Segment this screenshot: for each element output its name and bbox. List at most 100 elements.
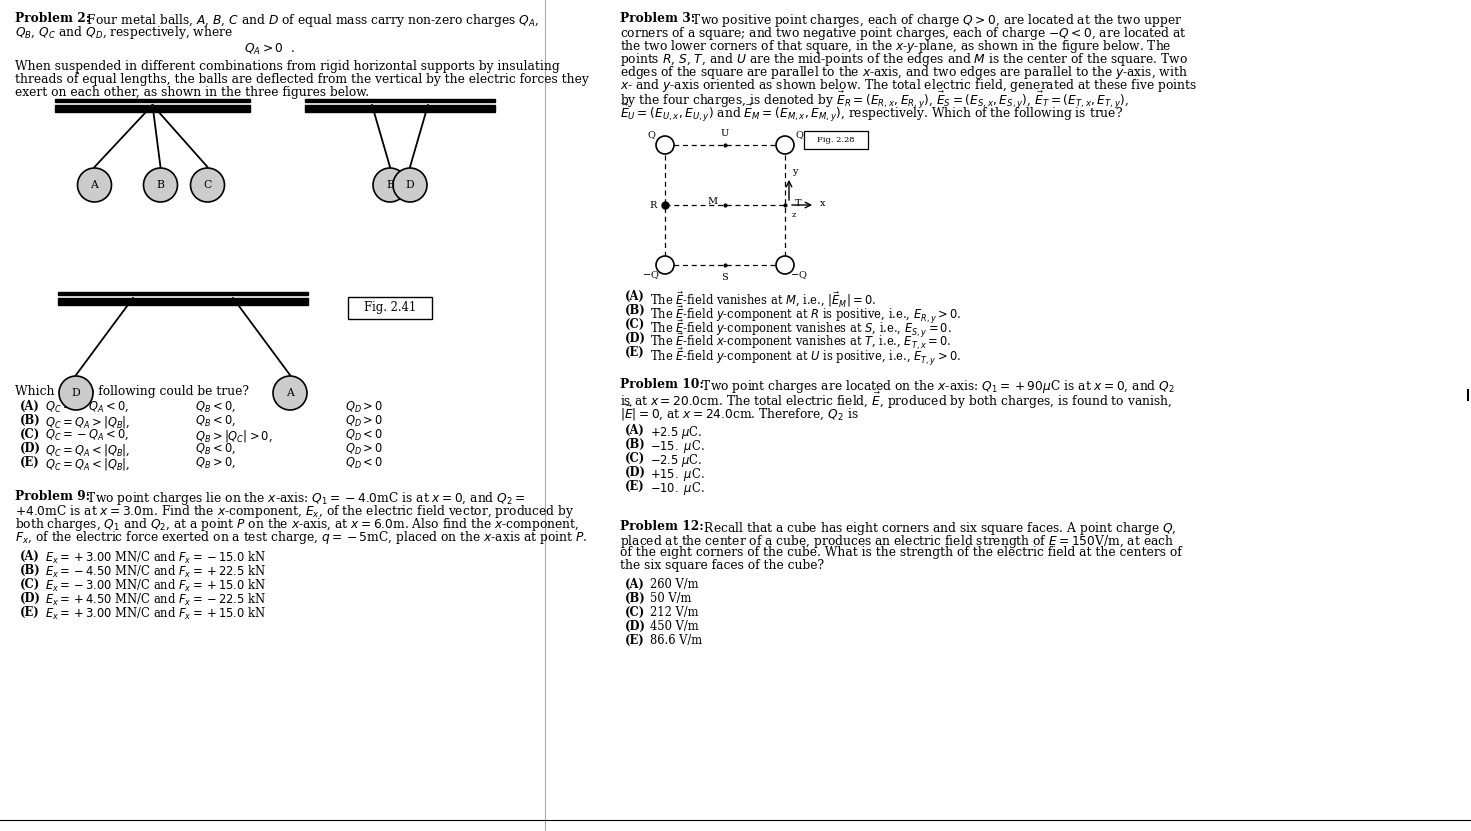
Text: $x$- and $y$-axis oriented as shown below. The total electric field, generated a: $x$- and $y$-axis oriented as shown belo… — [619, 77, 1197, 94]
Circle shape — [374, 168, 407, 202]
Text: $-10.\ \mu$C.: $-10.\ \mu$C. — [650, 480, 705, 497]
Text: (C): (C) — [625, 606, 646, 619]
Text: When suspended in different combinations from rigid horizontal supports by insul: When suspended in different combinations… — [15, 60, 560, 73]
Text: x: x — [819, 199, 825, 208]
Text: $Q_C = Q_A < |Q_B|$,: $Q_C = Q_A < |Q_B|$, — [46, 442, 131, 458]
Text: (D): (D) — [21, 592, 41, 605]
Text: A: A — [91, 180, 99, 190]
Text: of the eight corners of the cube. What is the strength of the electric field at : of the eight corners of the cube. What i… — [619, 546, 1181, 559]
Text: $Q_B > 0$,: $Q_B > 0$, — [196, 456, 235, 470]
Text: Recall that a cube has eight corners and six square faces. A point charge $Q$,: Recall that a cube has eight corners and… — [700, 520, 1177, 537]
Text: $Q_C = -Q_A < 0$,: $Q_C = -Q_A < 0$, — [46, 400, 129, 415]
Text: $+15.\ \mu$C.: $+15.\ \mu$C. — [650, 466, 705, 483]
Text: $Q_D > 0$: $Q_D > 0$ — [346, 442, 384, 457]
Text: (C): (C) — [625, 318, 646, 331]
Circle shape — [656, 256, 674, 274]
Text: Four metal balls, $A$, $B$, $C$ and $D$ of equal mass carry non-zero charges $Q_: Four metal balls, $A$, $B$, $C$ and $D$ … — [82, 12, 540, 29]
Text: (D): (D) — [625, 466, 646, 479]
Text: (B): (B) — [21, 414, 41, 427]
Text: z: z — [791, 211, 796, 219]
Text: B: B — [156, 180, 165, 190]
Text: $F_x$, of the electric force exerted on a test charge, $q = -5$mC, placed on the: $F_x$, of the electric force exerted on … — [15, 529, 587, 546]
Text: $+2.5\ \mu$C.: $+2.5\ \mu$C. — [650, 424, 702, 441]
Text: Q: Q — [794, 130, 803, 140]
Text: 450 V/m: 450 V/m — [650, 620, 699, 633]
Bar — [304, 99, 496, 102]
Circle shape — [191, 168, 225, 202]
Text: $Q_C = -Q_A < 0$,: $Q_C = -Q_A < 0$, — [46, 428, 129, 442]
Text: (C): (C) — [625, 452, 646, 465]
Text: (D): (D) — [625, 332, 646, 345]
Text: both charges, $Q_1$ and $Q_2$, at a point $P$ on the $x$-axis, at $x = 6.0$m. Al: both charges, $Q_1$ and $Q_2$, at a poin… — [15, 516, 580, 533]
Text: (E): (E) — [625, 480, 644, 493]
Bar — [57, 298, 307, 305]
Text: (B): (B) — [625, 592, 646, 605]
Text: Two point charges are located on the $x$-axis: $Q_1 = +90\mu$C is at $x = 0$, an: Two point charges are located on the $x$… — [699, 378, 1175, 395]
Text: (A): (A) — [625, 424, 644, 437]
Text: $E_x = -3.00$ MN/C and $F_x = +15.0$ kN: $E_x = -3.00$ MN/C and $F_x = +15.0$ kN — [46, 578, 266, 594]
Text: Problem 9:: Problem 9: — [15, 490, 90, 503]
Text: exert on each other, as shown in the three figures below.: exert on each other, as shown in the thr… — [15, 86, 369, 99]
Text: S: S — [722, 273, 728, 282]
Text: Problem 12:: Problem 12: — [619, 520, 703, 533]
Text: 86.6 V/m: 86.6 V/m — [650, 634, 702, 647]
Text: $Q_B < 0$,: $Q_B < 0$, — [196, 414, 235, 429]
Circle shape — [59, 376, 93, 410]
Text: $E_x = +3.00$ MN/C and $F_x = -15.0$ kN: $E_x = +3.00$ MN/C and $F_x = -15.0$ kN — [46, 550, 266, 566]
Text: The $\vec{E}$-field $x$-component vanishes at $T$, i.e., $E_{T,x} = 0$.: The $\vec{E}$-field $x$-component vanish… — [650, 332, 952, 352]
Text: (D): (D) — [21, 442, 41, 455]
Text: (A): (A) — [21, 550, 40, 563]
Text: (B): (B) — [625, 304, 646, 317]
Circle shape — [656, 136, 674, 154]
FancyBboxPatch shape — [349, 297, 432, 319]
Text: $E_x = +4.50$ MN/C and $F_x = -22.5$ kN: $E_x = +4.50$ MN/C and $F_x = -22.5$ kN — [46, 592, 266, 608]
Text: Two point charges lie on the $x$-axis: $Q_1 = -4.0$mC is at $x = 0$, and $Q_2 =$: Two point charges lie on the $x$-axis: $… — [82, 490, 525, 507]
Text: $Q_B < 0$,: $Q_B < 0$, — [196, 400, 235, 415]
Circle shape — [393, 168, 427, 202]
Text: $E_x = +3.00$ MN/C and $F_x = +15.0$ kN: $E_x = +3.00$ MN/C and $F_x = +15.0$ kN — [46, 606, 266, 622]
Text: y: y — [791, 166, 797, 175]
Text: T: T — [794, 199, 802, 208]
Circle shape — [777, 256, 794, 274]
Text: $-$Q: $-$Q — [643, 269, 660, 281]
Text: D: D — [72, 388, 81, 398]
Text: (A): (A) — [625, 290, 644, 303]
FancyBboxPatch shape — [805, 131, 868, 149]
Text: D: D — [406, 180, 415, 190]
Text: (B): (B) — [625, 438, 646, 451]
Bar — [54, 99, 250, 102]
Text: (C): (C) — [21, 578, 40, 591]
Text: corners of a square; and two negative point charges, each of charge $-Q < 0$, ar: corners of a square; and two negative po… — [619, 25, 1187, 42]
Text: M: M — [708, 198, 718, 206]
Text: $Q_B$, $Q_C$ and $Q_D$, respectively, where: $Q_B$, $Q_C$ and $Q_D$, respectively, wh… — [15, 24, 232, 41]
Text: The $\vec{E}$-field $y$-component vanishes at $S$, i.e., $E_{S,y} = 0$.: The $\vec{E}$-field $y$-component vanish… — [650, 318, 952, 339]
Text: 212 V/m: 212 V/m — [650, 606, 699, 619]
Text: the two lower corners of that square, in the $x$-$y$-plane, as shown in the figu: the two lower corners of that square, in… — [619, 38, 1171, 55]
Text: B: B — [385, 180, 394, 190]
Text: $Q_D < 0$: $Q_D < 0$ — [346, 456, 384, 471]
Text: Fig. 2.41: Fig. 2.41 — [363, 302, 416, 314]
Text: (A): (A) — [625, 578, 644, 591]
Circle shape — [777, 136, 794, 154]
Text: placed at the center of a cube, produces an electric field strength of $E = 150$: placed at the center of a cube, produces… — [619, 533, 1174, 550]
Text: $Q_A > 0$  .: $Q_A > 0$ . — [244, 42, 296, 57]
Text: $-$Q: $-$Q — [790, 269, 808, 281]
Circle shape — [78, 168, 112, 202]
Text: 260 V/m: 260 V/m — [650, 578, 699, 591]
Text: $Q_B > |Q_C| > 0$,: $Q_B > |Q_C| > 0$, — [196, 428, 272, 444]
Text: U: U — [721, 129, 730, 137]
Text: (A): (A) — [21, 400, 40, 413]
Text: $Q_C = Q_A > |Q_B|$,: $Q_C = Q_A > |Q_B|$, — [46, 414, 131, 430]
Text: Problem 3:: Problem 3: — [619, 12, 696, 25]
Text: $E_x = -4.50$ MN/C and $F_x = +22.5$ kN: $E_x = -4.50$ MN/C and $F_x = +22.5$ kN — [46, 564, 266, 580]
Text: $Q_D < 0$: $Q_D < 0$ — [346, 428, 384, 443]
Text: $Q_D > 0$: $Q_D > 0$ — [346, 400, 384, 416]
Text: (C): (C) — [21, 428, 40, 441]
Text: (E): (E) — [21, 456, 40, 469]
Bar — [54, 105, 250, 112]
Bar — [304, 105, 496, 112]
Text: A: A — [285, 388, 294, 398]
Text: $-2.5\ \mu$C.: $-2.5\ \mu$C. — [650, 452, 702, 469]
Text: (D): (D) — [625, 620, 646, 633]
Text: $+4.0$mC is at $x = 3.0$m. Find the $x$-component, $E_x$, of the electric field : $+4.0$mC is at $x = 3.0$m. Find the $x$-… — [15, 503, 574, 520]
